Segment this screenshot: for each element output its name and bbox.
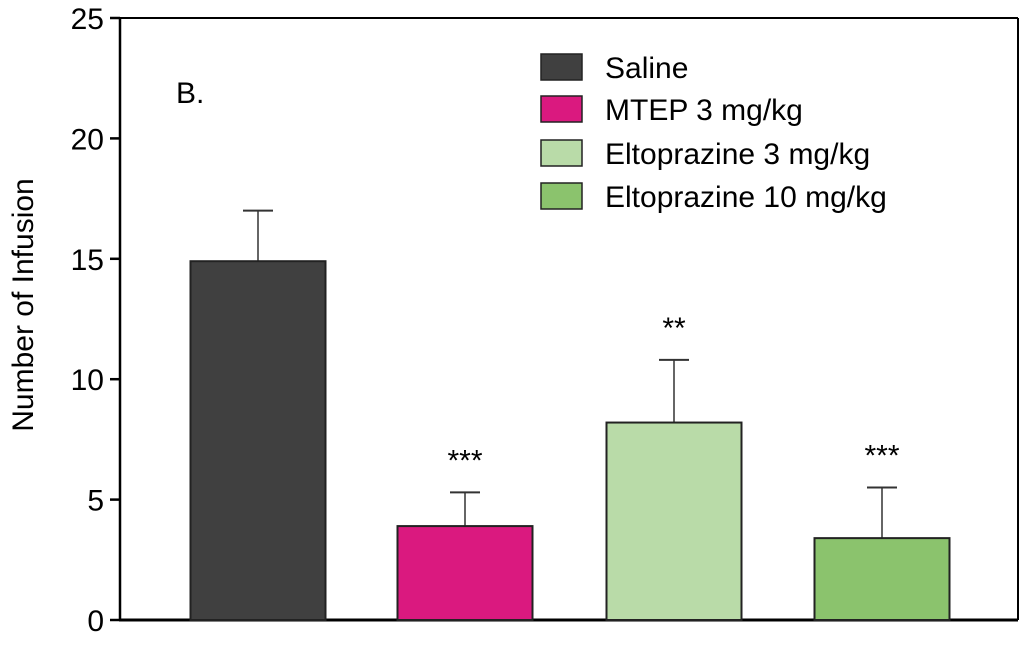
y-tick-label: 5 — [87, 485, 104, 518]
legend-label: MTEP 3 mg/kg — [605, 94, 803, 127]
legend-swatch — [540, 95, 583, 123]
y-tick-label: 0 — [87, 605, 104, 638]
legend-swatch — [540, 182, 583, 210]
significance-label: *** — [864, 440, 899, 473]
bar — [189, 260, 327, 621]
bar — [813, 537, 951, 621]
legend-label: Eltoprazine 10 mg/kg — [605, 181, 887, 214]
y-axis-label: Number of Infusion — [7, 178, 40, 431]
legend-label: Saline — [605, 52, 688, 85]
significance-label: ** — [662, 312, 686, 345]
bar — [396, 525, 534, 622]
y-tick-label: 10 — [71, 364, 104, 397]
legend: Saline MTEP 3 mg/kg Eltoprazine 3 mg/kg Elt… — [540, 52, 887, 214]
y-tick-label: 20 — [71, 123, 104, 156]
y-tick-label: 15 — [71, 244, 104, 277]
y-tick-label: 25 — [71, 3, 104, 36]
legend-swatch — [540, 139, 583, 167]
panel-label: B. — [176, 77, 204, 110]
bars: ******** — [189, 209, 951, 622]
legend-swatch — [540, 53, 583, 81]
bar — [605, 421, 743, 621]
significance-label: *** — [447, 444, 482, 477]
legend-label: Eltoprazine 3 mg/kg — [605, 138, 870, 171]
